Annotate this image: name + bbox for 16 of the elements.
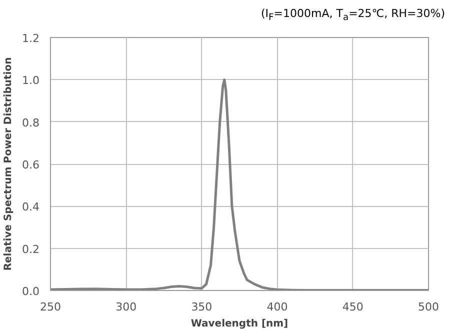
x-tick-label: 500	[418, 300, 439, 314]
x-axis-title: Wavelength [nm]	[190, 318, 288, 329]
y-tick-label: 0.2	[22, 242, 40, 256]
x-tick-label: 400	[266, 300, 288, 314]
y-axis-title: Relative Spectrum Power Distribution	[3, 57, 14, 271]
x-tick-label: 300	[116, 300, 137, 314]
y-tick-label: 0.8	[22, 116, 40, 130]
y-tick-label: 0.6	[22, 158, 40, 172]
y-tick-label: 0.4	[22, 200, 40, 214]
chart-title: (I$_{F}$=1000mA, T$_{a}$=25℃, RH=30%)	[260, 6, 445, 24]
y-tick-label: 0.0	[22, 285, 40, 298]
x-tick-label: 350	[191, 300, 212, 314]
x-tick-label: 250	[40, 300, 61, 314]
y-tick-label: 1.2	[22, 32, 40, 45]
x-tick-label: 450	[342, 300, 364, 314]
y-tick-label: 1.0	[22, 74, 40, 88]
